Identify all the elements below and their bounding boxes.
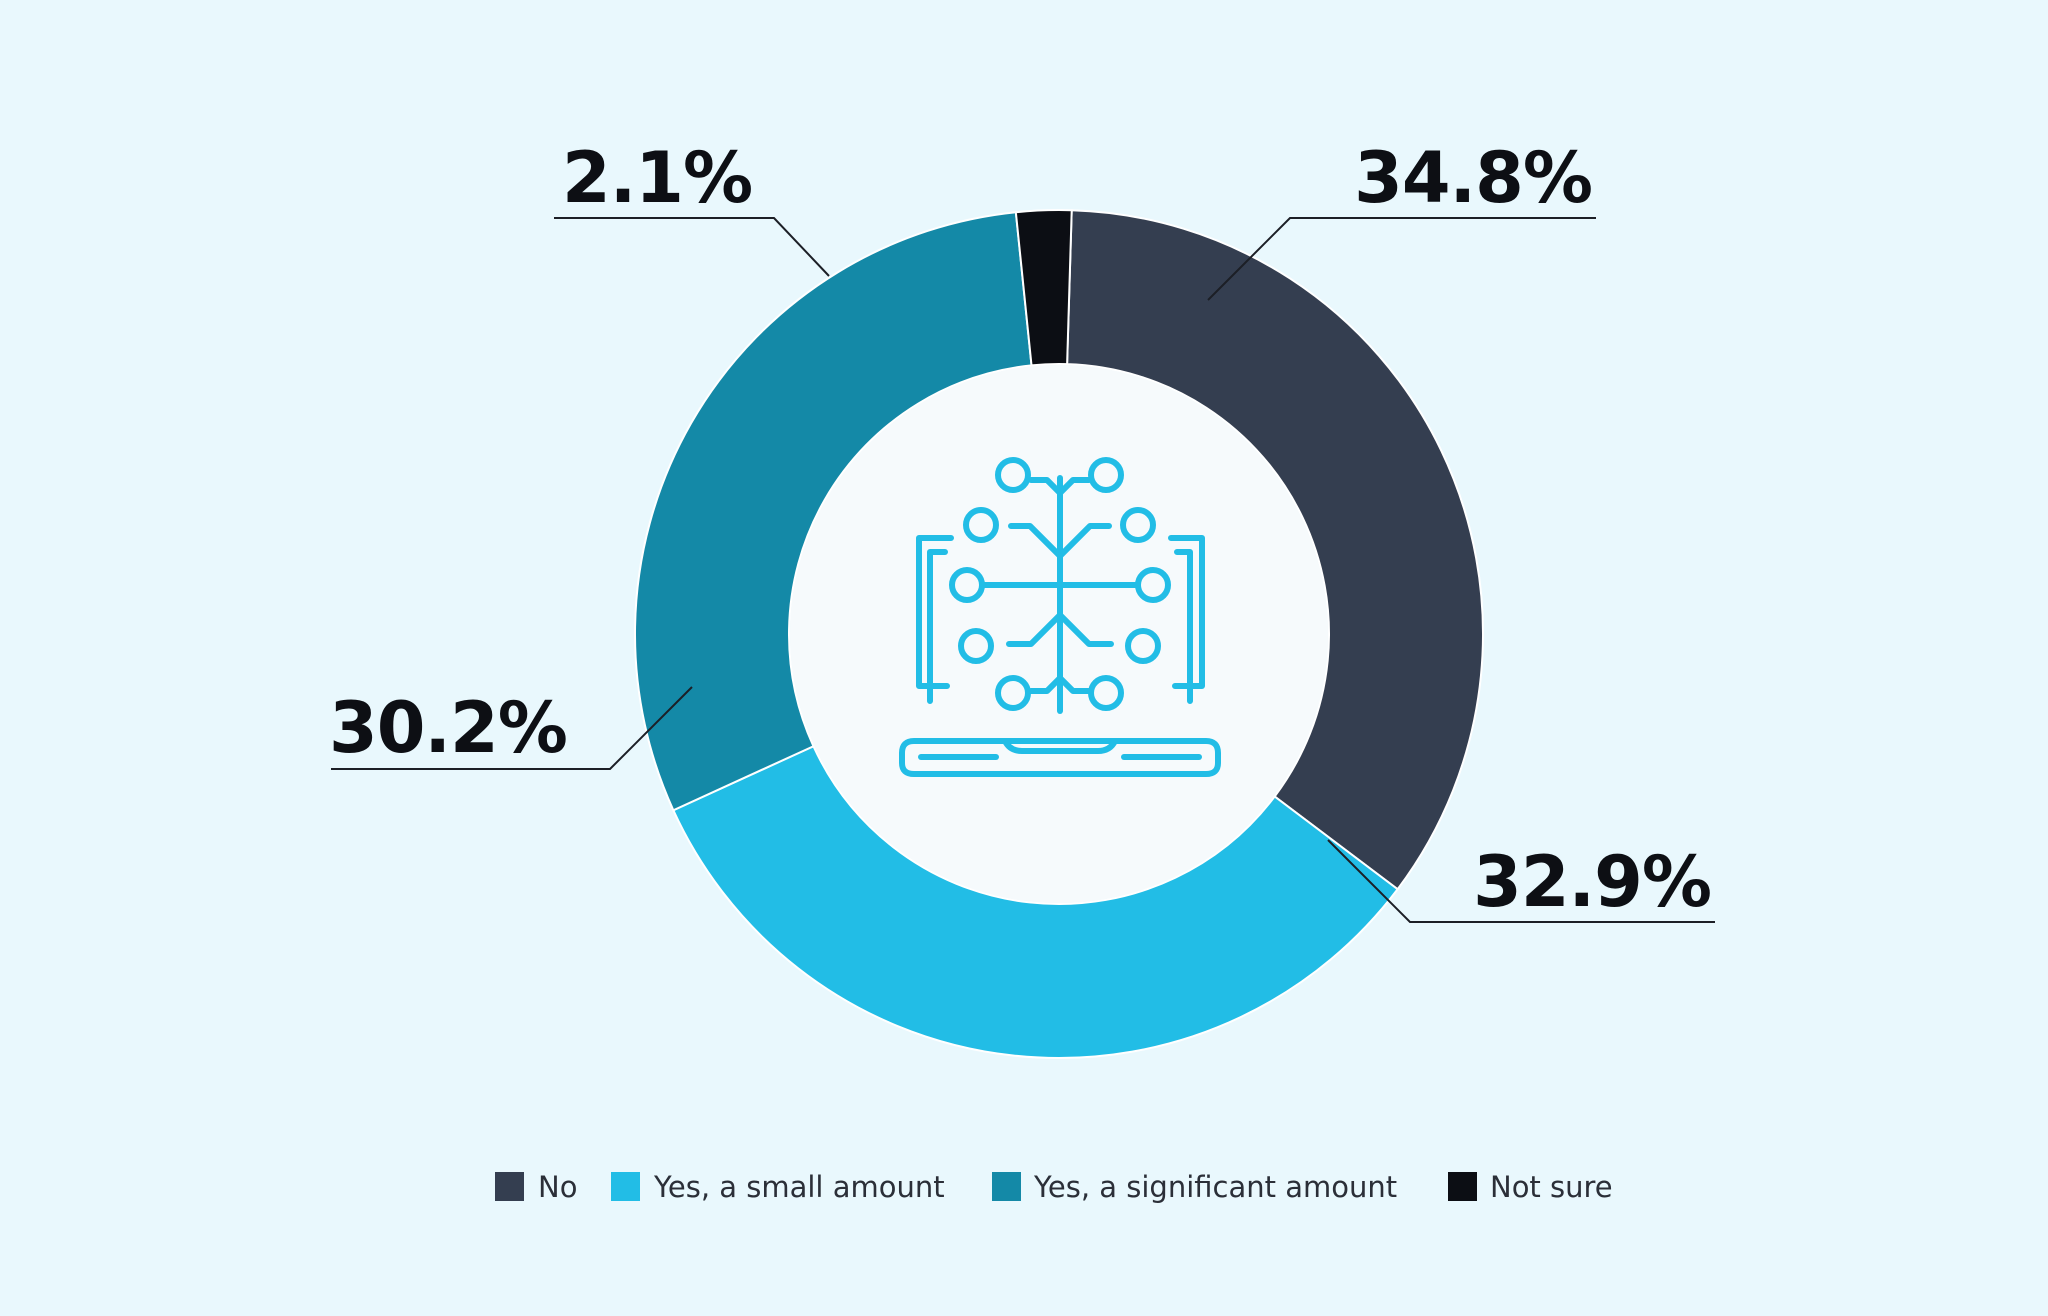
slice-labels: 34.8% 32.9% 30.2% 2.1% — [329, 137, 1715, 923]
leader-line-not-sure — [554, 217, 830, 277]
label-not-sure: 2.1% — [562, 137, 752, 219]
legend-label-no: No — [538, 1170, 577, 1204]
legend-swatch-small-amount — [611, 1172, 640, 1201]
legend-swatch-significant-amount — [992, 1172, 1021, 1201]
slice-significant-amount — [634, 211, 1033, 812]
legend-label-not-sure: Not sure — [1490, 1170, 1613, 1204]
slice-no — [1066, 209, 1484, 891]
label-no: 34.8% — [1354, 137, 1592, 219]
slice-small-amount — [672, 744, 1400, 1059]
label-significant-amount: 30.2% — [329, 687, 567, 769]
chart-legend: No Yes, a small amount Yes, a significan… — [495, 1170, 1613, 1204]
leader-line-significant-amount — [331, 686, 693, 770]
legend-swatch-no — [495, 1172, 524, 1201]
leader-line-small-amount — [1327, 839, 1715, 923]
label-small-amount: 32.9% — [1473, 841, 1711, 923]
legend-label-significant-amount: Yes, a significant amount — [1033, 1170, 1397, 1204]
donut-slices — [634, 209, 1484, 1059]
legend-label-small-amount: Yes, a small amount — [653, 1170, 945, 1204]
legend-swatch-not-sure — [1448, 1172, 1477, 1201]
slice-not-sure — [1014, 209, 1073, 367]
laptop-circuit-tree-icon — [899, 457, 1221, 777]
leader-line-no — [1207, 217, 1596, 301]
